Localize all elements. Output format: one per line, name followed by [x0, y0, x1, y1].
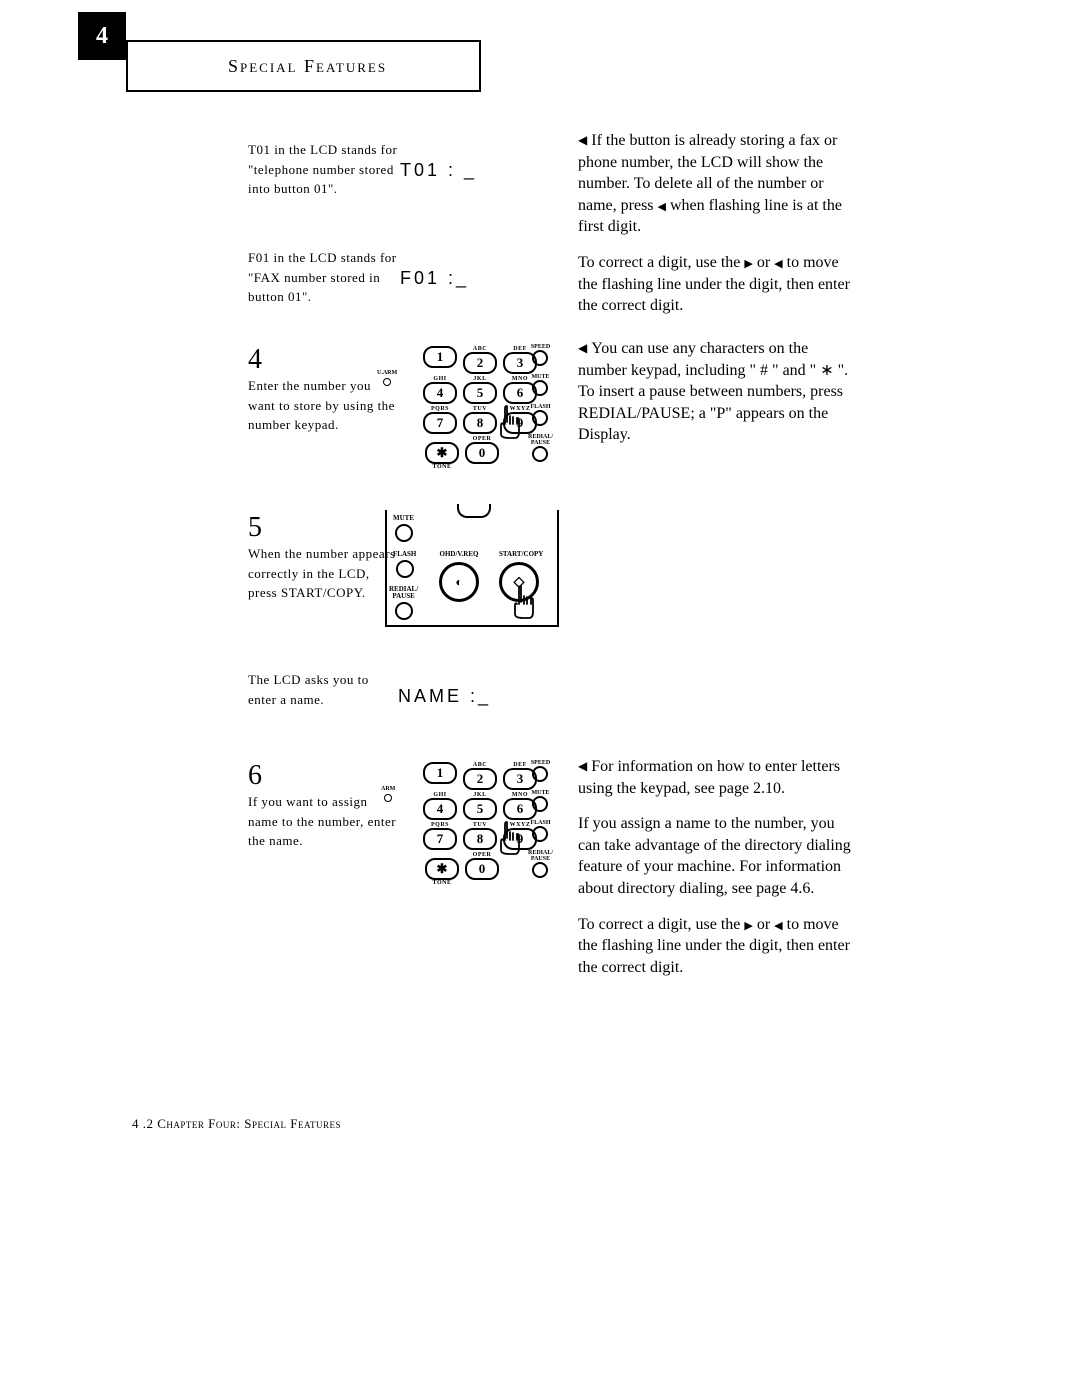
keypad-key-✱: ✱ [425, 442, 459, 464]
footer-pagenum: 4 .2 [132, 1116, 154, 1131]
keypad-side-label: FLASH [528, 404, 553, 426]
keypad-side-label: SPEED [528, 344, 553, 366]
keypad-key-8: 8 [463, 828, 497, 850]
keypad-right-labels-2: SPEED MUTE FLASH REDIAL/ PAUSE [528, 760, 553, 878]
startcopy-illustration: MUTE FLASH REDIAL/ PAUSE OHD/V.REQ◐ STAR… [385, 510, 559, 627]
keypad-side-label: MUTE [528, 374, 553, 396]
keypad-key-✱: ✱ [425, 858, 459, 880]
r1-p2: To correct a digit, use the or to move t… [578, 252, 858, 317]
keypad-key-8: 8 [463, 412, 497, 434]
step5-number: 5 [248, 512, 262, 544]
r1-p1: If the button is already storing a fax o… [578, 130, 858, 238]
keypad-key-1: 1 [423, 762, 457, 784]
step4-text: Enter the number you want to store by us… [248, 376, 398, 435]
hand-icon [495, 820, 523, 856]
keypad-key-1: 1 [423, 346, 457, 368]
section-header-text: Special Features [228, 56, 387, 77]
keypad-key-4: 4 [423, 798, 457, 820]
keypad-key-0: 0 [465, 442, 499, 464]
r3-p1: For information on how to enter letters … [578, 756, 858, 799]
keypad-key-7: 7 [423, 412, 457, 434]
keypad-side-label: REDIAL/ PAUSE [528, 850, 553, 878]
sb-flash: FLASH [393, 550, 416, 580]
keypad-side-label: MUTE [528, 790, 553, 812]
sb-mute: MUTE [393, 514, 414, 544]
step5-text: When the number appears correctly in the… [248, 544, 398, 603]
step6-text: If you want to assign name to the number… [248, 792, 398, 851]
note-name: The LCD asks you to enter a name. [248, 670, 398, 709]
r3-p3: To correct a digit, use the or to move t… [578, 914, 858, 979]
keypad-key-7: 7 [423, 828, 457, 850]
r2-p1: You can use any characters on the number… [578, 338, 858, 446]
keypad-key-0: 0 [465, 858, 499, 880]
keypad-left-label: U.ARM [377, 370, 397, 386]
right-block-1: If the button is already storing a fax o… [578, 130, 858, 331]
hand-icon [509, 584, 537, 620]
keypad-key-5: 5 [463, 798, 497, 820]
sb-redial: REDIAL/ PAUSE [389, 586, 418, 622]
footer-chapter: Chapter Four: Special Features [154, 1116, 341, 1131]
keypad-side-label: FLASH [528, 820, 553, 842]
keypad-right-labels: SPEED MUTE FLASH REDIAL/ PAUSE [528, 344, 553, 462]
note-t01: T01 in the LCD stands for "telephone num… [248, 140, 398, 199]
notch-icon [457, 504, 491, 518]
keypad-illustration-2: ARM 1ABC2DEF3GHI4JKL5MNO6PQRS7TUV8WXYZ9 … [395, 762, 565, 888]
sb-ohd: OHD/V.REQ◐ [439, 550, 479, 602]
lcd-t01: T01 : _ [400, 160, 477, 181]
step6-number: 6 [248, 760, 262, 792]
r3-p2: If you assign a name to the number, you … [578, 813, 858, 899]
step4-number: 4 [248, 344, 262, 376]
keypad-illustration-1: U.ARM 1ABC2DEF3GHI4JKL5MNO6PQRS7TUV8WXYZ… [395, 346, 565, 472]
lcd-f01: F01 :_ [400, 268, 469, 289]
keypad-key-2: 2 [463, 352, 497, 374]
note-f01: F01 in the LCD stands for "FAX number st… [248, 248, 398, 307]
keypad-side-label: SPEED [528, 760, 553, 782]
page: 4 Special Features T01 in the LCD stands… [0, 0, 1080, 1397]
right-block-3: For information on how to enter letters … [578, 756, 858, 992]
keypad-side-label: REDIAL/ PAUSE [528, 434, 553, 462]
keypad-key-5: 5 [463, 382, 497, 404]
lcd-name: NAME :_ [398, 686, 491, 707]
keypad-key-4: 4 [423, 382, 457, 404]
section-header: Special Features [126, 40, 481, 92]
page-footer: 4 .2 Chapter Four: Special Features [132, 1116, 341, 1132]
right-block-2: You can use any characters on the number… [578, 338, 858, 460]
keypad-key-2: 2 [463, 768, 497, 790]
chapter-tab: 4 [78, 12, 126, 60]
hand-icon [495, 404, 523, 440]
keypad-left-label-2: ARM [381, 786, 395, 802]
